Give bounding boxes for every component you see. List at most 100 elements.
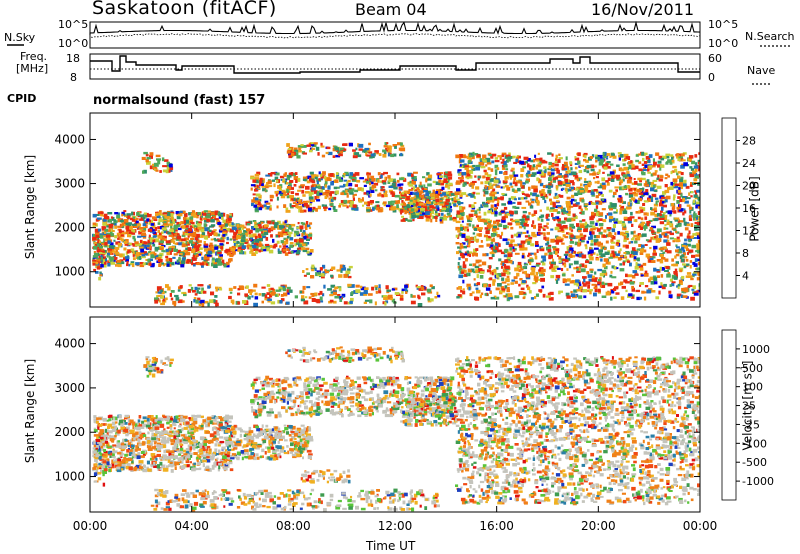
data-cell bbox=[516, 156, 519, 160]
data-cell bbox=[677, 189, 682, 193]
data-cell bbox=[301, 189, 305, 194]
data-cell bbox=[131, 263, 135, 268]
data-cell bbox=[254, 245, 259, 249]
data-cell bbox=[635, 289, 640, 293]
data-cell bbox=[550, 168, 555, 172]
data-cell bbox=[257, 233, 261, 237]
data-cell bbox=[385, 204, 391, 208]
data-cell bbox=[543, 236, 547, 240]
data-cell bbox=[110, 216, 114, 219]
data-cell bbox=[595, 195, 599, 199]
data-cell bbox=[438, 179, 442, 183]
data-cell bbox=[217, 221, 222, 226]
data-cell bbox=[486, 159, 491, 163]
data-cell bbox=[168, 258, 173, 262]
data-cell bbox=[405, 218, 408, 221]
data-cell bbox=[510, 185, 514, 188]
data-cell bbox=[638, 168, 643, 172]
data-cell bbox=[671, 281, 676, 284]
data-cell bbox=[480, 271, 485, 274]
data-cell bbox=[662, 191, 667, 195]
data-cell bbox=[583, 169, 587, 173]
data-cell bbox=[602, 198, 605, 201]
data-cell bbox=[595, 242, 599, 246]
data-cell bbox=[489, 178, 494, 182]
data-cell bbox=[346, 181, 349, 185]
data-cell bbox=[107, 212, 113, 215]
data-cell bbox=[141, 254, 146, 257]
data-cell bbox=[291, 205, 297, 208]
data-cell bbox=[649, 247, 652, 250]
data-cell bbox=[445, 195, 449, 199]
data-cell bbox=[171, 239, 174, 243]
data-cell bbox=[491, 160, 495, 164]
data-cell bbox=[683, 221, 687, 226]
data-cell bbox=[264, 296, 268, 301]
data-cell bbox=[655, 296, 660, 300]
data-cell bbox=[495, 287, 500, 291]
data-cell bbox=[633, 256, 637, 260]
data-cell bbox=[553, 167, 557, 170]
data-cell bbox=[437, 199, 443, 203]
data-cell bbox=[555, 185, 559, 188]
data-cell bbox=[469, 236, 474, 240]
data-cell bbox=[401, 288, 406, 292]
data-cell bbox=[528, 236, 533, 240]
data-cell bbox=[248, 229, 253, 234]
data-cell bbox=[467, 160, 472, 164]
data-cell bbox=[505, 278, 510, 283]
data-cell bbox=[468, 204, 472, 208]
data-cell bbox=[557, 175, 563, 178]
data-cell bbox=[103, 238, 106, 242]
data-cell bbox=[277, 227, 281, 230]
data-cell bbox=[200, 290, 205, 294]
data-cell bbox=[185, 251, 191, 256]
data-cell bbox=[443, 174, 449, 178]
data-cell bbox=[646, 179, 650, 182]
data-cell bbox=[318, 178, 321, 181]
data-cell bbox=[104, 228, 109, 232]
data-cell bbox=[474, 175, 477, 178]
data-cell bbox=[459, 154, 463, 158]
data-cell bbox=[93, 251, 96, 254]
data-cell bbox=[510, 218, 514, 221]
data-cell bbox=[114, 235, 118, 239]
data-cell bbox=[279, 175, 285, 179]
data-cell bbox=[585, 281, 591, 285]
data-cell bbox=[688, 239, 691, 243]
data-cell bbox=[192, 241, 195, 244]
data-cell bbox=[635, 211, 641, 214]
data-cell bbox=[508, 152, 511, 156]
data-cell bbox=[576, 223, 580, 227]
data-cell bbox=[252, 179, 257, 183]
data-cell bbox=[350, 297, 354, 302]
data-cell bbox=[418, 296, 421, 300]
data-cell bbox=[547, 152, 552, 155]
data-cell bbox=[261, 246, 266, 249]
data-cell bbox=[607, 233, 611, 238]
data-cell bbox=[472, 151, 475, 156]
data-cell bbox=[309, 236, 312, 240]
data-cell bbox=[540, 218, 544, 222]
data-cell bbox=[261, 233, 265, 236]
freq-trace bbox=[90, 55, 700, 74]
data-cell bbox=[152, 166, 156, 170]
data-cell bbox=[470, 195, 473, 198]
data-cell bbox=[206, 213, 211, 216]
data-cell bbox=[457, 192, 460, 196]
data-cell bbox=[234, 234, 237, 238]
data-cell bbox=[643, 272, 649, 277]
data-cell bbox=[602, 187, 606, 190]
data-cell bbox=[589, 202, 594, 205]
data-cell bbox=[529, 239, 532, 243]
data-cell bbox=[196, 227, 199, 231]
data-cell bbox=[489, 244, 494, 249]
data-cell bbox=[639, 248, 644, 253]
data-cell bbox=[538, 225, 543, 229]
data-cell bbox=[212, 257, 215, 261]
data-cell bbox=[104, 259, 107, 263]
data-cell bbox=[149, 152, 154, 156]
data-cell bbox=[380, 174, 383, 179]
data-cell bbox=[212, 299, 216, 303]
data-cell bbox=[301, 184, 305, 189]
